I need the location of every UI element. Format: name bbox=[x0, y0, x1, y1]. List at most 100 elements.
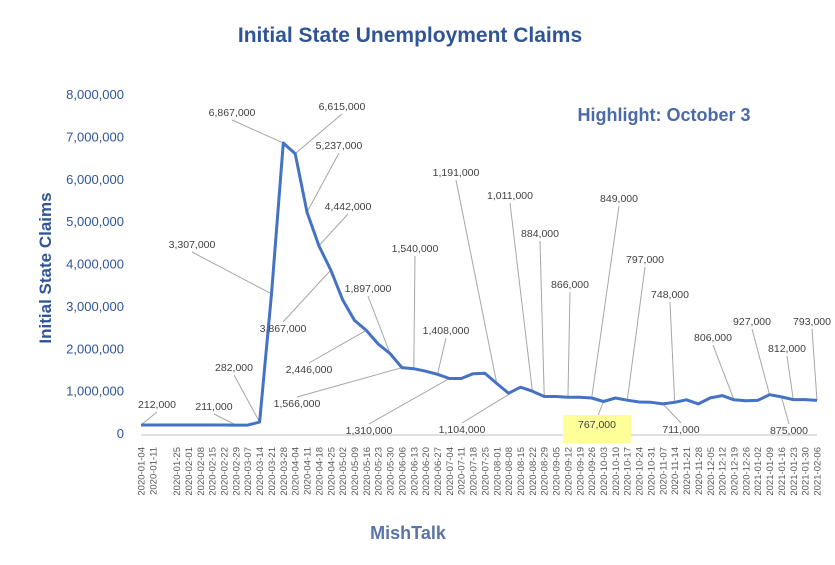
x-tick-label: 2020-12-26 bbox=[741, 447, 752, 496]
x-tick-label: 2020-11-21 bbox=[682, 447, 693, 495]
y-tick-label: 5,000,000 bbox=[66, 214, 124, 229]
x-tick-label: 2020-01-25 bbox=[172, 447, 183, 496]
x-tick-label: 2020-09-26 bbox=[587, 447, 598, 496]
label-leader-line bbox=[437, 337, 447, 375]
data-label: 866,000 bbox=[551, 279, 589, 291]
data-label: 927,000 bbox=[733, 316, 771, 328]
x-tick-label: 2020-09-05 bbox=[552, 447, 563, 496]
label-leader-line bbox=[413, 255, 416, 369]
x-tick-label: 2020-12-12 bbox=[718, 447, 729, 496]
y-tick-label: 4,000,000 bbox=[66, 257, 124, 272]
x-tick-label: 2020-08-08 bbox=[504, 447, 515, 496]
label-leader-line bbox=[308, 329, 367, 364]
y-tick-label: 1,000,000 bbox=[66, 384, 124, 399]
label-leader-line bbox=[669, 301, 676, 403]
x-tick-label: 2020-08-22 bbox=[528, 447, 539, 496]
label-leaders bbox=[140, 113, 818, 426]
data-label: 1,408,000 bbox=[423, 325, 470, 337]
data-label: 711,000 bbox=[662, 424, 699, 436]
x-tick-label: 2020-02-08 bbox=[196, 447, 207, 496]
x-tick-label: 2020-08-29 bbox=[540, 447, 551, 496]
x-tick-label: 2020-07-25 bbox=[480, 447, 491, 496]
x-tick-label: 2021-02-06 bbox=[813, 447, 824, 496]
label-leader-line bbox=[367, 295, 391, 354]
y-tick-label: 6,000,000 bbox=[66, 172, 124, 187]
label-leader-line bbox=[591, 205, 620, 399]
label-leader-line bbox=[509, 202, 533, 392]
x-tick-label: 2020-11-14 bbox=[670, 447, 681, 495]
data-label: 1,011,000 bbox=[487, 190, 533, 202]
data-label: 3,307,000 bbox=[169, 239, 216, 251]
data-label: 849,000 bbox=[600, 193, 638, 205]
label-leader-line bbox=[811, 328, 818, 401]
data-label: 806,000 bbox=[694, 332, 732, 344]
label-leader-line bbox=[626, 266, 646, 401]
highlight-box bbox=[563, 415, 631, 443]
x-tick-label: 2020-04-04 bbox=[291, 447, 302, 496]
data-label: 1,540,000 bbox=[392, 243, 439, 255]
y-tick-label: 2,000,000 bbox=[66, 341, 124, 356]
x-tick-label: 2020-09-19 bbox=[575, 447, 586, 496]
data-label: 748,000 bbox=[651, 289, 689, 301]
data-label: 2,446,000 bbox=[286, 364, 333, 376]
x-tick-label: 2020-07-18 bbox=[469, 447, 480, 496]
x-tick-label: 2020-02-29 bbox=[231, 447, 242, 496]
y-tick-label: 0 bbox=[117, 426, 124, 441]
x-tick-label: 2020-08-01 bbox=[492, 447, 503, 496]
series-layer bbox=[141, 141, 818, 427]
data-label: 812,000 bbox=[768, 343, 806, 355]
x-tick-label: 2020-10-17 bbox=[623, 447, 634, 496]
x-tick-label: 2020-06-13 bbox=[409, 447, 420, 496]
x-tick-label: 2021-01-02 bbox=[753, 447, 764, 496]
x-tick-label: 2020-01-11 bbox=[148, 447, 159, 495]
data-label: 793,000 bbox=[793, 316, 831, 328]
data-label: 884,000 bbox=[521, 228, 559, 240]
label-leader-line bbox=[140, 411, 158, 426]
label-leader-line bbox=[306, 152, 340, 213]
label-leader-line bbox=[662, 403, 682, 424]
x-tick-label: 2020-07-04 bbox=[445, 447, 456, 496]
data-label: 797,000 bbox=[626, 254, 664, 266]
x-tick-label: 2020-05-09 bbox=[350, 447, 361, 496]
label-leader-line bbox=[751, 328, 771, 395]
label-leader-line bbox=[567, 291, 571, 398]
data-label: 1,897,000 bbox=[345, 283, 392, 295]
label-leader-line bbox=[712, 344, 735, 401]
data-label: 6,615,000 bbox=[319, 101, 366, 113]
x-axis-label: MishTalk bbox=[370, 523, 447, 543]
x-tick-label: 2021-01-09 bbox=[765, 447, 776, 496]
y-tick-labels: 0 1,000,000 2,000,000 3,000,000 4,000,000 5,0… bbox=[66, 87, 124, 441]
y-axis-label: Initial State Claims bbox=[36, 192, 55, 343]
data-label: 212,000 bbox=[138, 399, 176, 411]
x-tick-label: 2020-04-25 bbox=[326, 447, 337, 496]
x-tick-label: 2020-04-11 bbox=[303, 447, 314, 495]
label-leader-line bbox=[294, 113, 343, 155]
x-tick-label: 2020-04-18 bbox=[314, 447, 325, 496]
data-label: 211,000 bbox=[195, 401, 232, 413]
x-tick-label: 2020-07-11 bbox=[457, 447, 468, 495]
x-tick-label: 2020-03-14 bbox=[255, 447, 266, 496]
data-label: 767,000 bbox=[578, 419, 616, 431]
x-tick-label: 2020-05-23 bbox=[374, 447, 385, 496]
x-tick-label: 2020-10-24 bbox=[635, 447, 646, 496]
x-tick-label: 2020-06-27 bbox=[433, 447, 444, 496]
label-leader-line bbox=[455, 179, 498, 384]
x-tick-label: 2020-05-16 bbox=[362, 447, 373, 496]
label-leader-line bbox=[282, 269, 332, 323]
data-label: 1,104,000 bbox=[439, 424, 486, 436]
data-label: 4,442,000 bbox=[325, 201, 372, 213]
x-tick-label: 2020-03-28 bbox=[279, 447, 290, 496]
label-leader-line bbox=[318, 213, 349, 247]
x-tick-labels: 2020-01-04 2020-01-11 2020-01-25 2020-02-01… bbox=[137, 434, 824, 496]
label-leader-line bbox=[233, 374, 261, 423]
x-tick-label: 2020-06-20 bbox=[421, 447, 432, 496]
data-label: 282,000 bbox=[215, 362, 253, 374]
data-label: 1,310,000 bbox=[346, 425, 393, 437]
x-tick-label: 2020-10-03 bbox=[599, 447, 610, 496]
x-tick-label: 2020-02-01 bbox=[184, 447, 195, 496]
label-leader-line bbox=[539, 240, 545, 397]
x-tick-label: 2020-09-12 bbox=[563, 447, 574, 496]
x-tick-label: 2020-01-04 bbox=[137, 447, 148, 496]
x-tick-label: 2020-11-28 bbox=[694, 447, 705, 495]
x-tick-label: 2020-05-02 bbox=[338, 447, 349, 496]
